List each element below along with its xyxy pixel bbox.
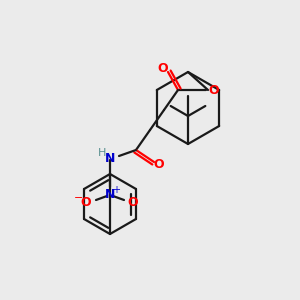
Text: +: + (112, 185, 120, 195)
Text: H: H (98, 148, 106, 158)
Text: N: N (105, 152, 115, 164)
Text: O: O (154, 158, 164, 172)
Text: N: N (105, 188, 115, 202)
Text: O: O (158, 61, 168, 74)
Text: −: − (74, 193, 84, 203)
Text: O: O (209, 83, 219, 97)
Text: O: O (81, 196, 91, 208)
Text: O: O (128, 196, 138, 208)
